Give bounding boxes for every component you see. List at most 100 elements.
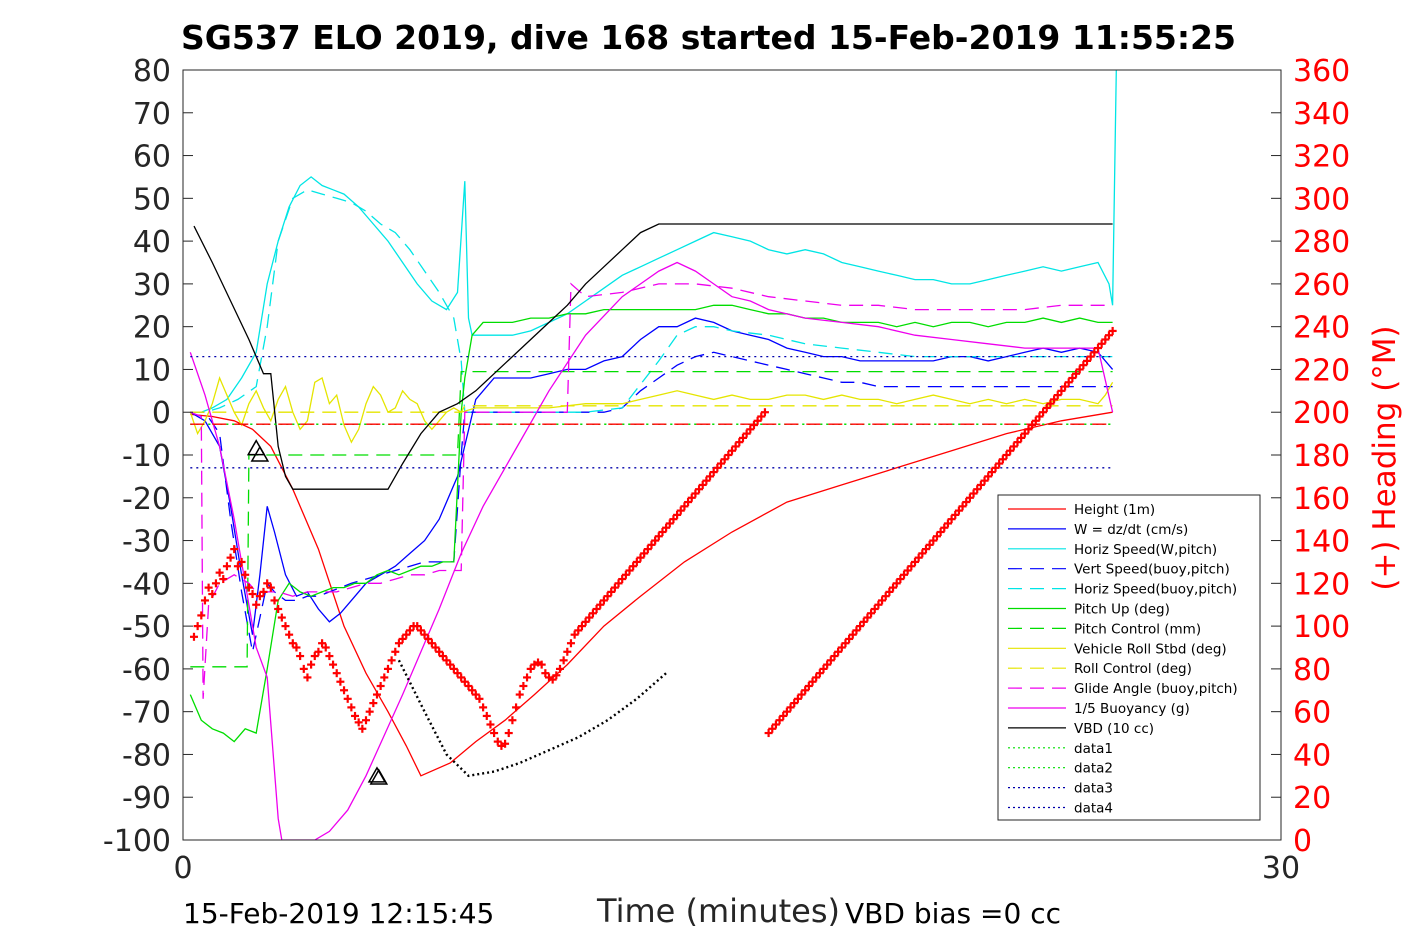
heading-point	[965, 493, 974, 502]
heading-point	[636, 553, 645, 562]
y2-tick-label: 180	[1293, 439, 1350, 474]
y-tick-label: 70	[133, 97, 171, 132]
heading-point	[680, 502, 689, 511]
heading-point	[519, 682, 528, 690]
heading-point	[918, 549, 927, 558]
heading-point	[453, 669, 462, 678]
legend-label: VBD (10 cc)	[1074, 721, 1154, 737]
y-tick-label: -100	[103, 824, 171, 859]
heading-point	[804, 682, 813, 690]
heading-point	[211, 579, 220, 588]
heading-point	[845, 634, 854, 643]
heading-point	[775, 716, 784, 725]
y2-tick-label: 220	[1293, 353, 1350, 388]
y2-tick-label: 20	[1293, 781, 1331, 816]
y-tick-label: 60	[133, 140, 171, 175]
footer-vbd-bias: VBD bias =0 cc	[845, 897, 1061, 930]
heading-point	[665, 519, 674, 528]
heading-point	[779, 711, 788, 720]
heading-point	[757, 412, 766, 421]
y-tick-label: 30	[133, 268, 171, 303]
heading-point	[577, 622, 586, 631]
series-layer	[189, 70, 1117, 840]
heading-point	[508, 716, 517, 725]
heading-point	[808, 677, 817, 686]
heading-point	[676, 506, 685, 515]
heading-point	[742, 429, 751, 438]
heading-point	[852, 626, 861, 635]
heading-point	[237, 557, 246, 566]
heading-point	[943, 519, 952, 528]
triangle-marker	[369, 768, 389, 785]
y2-tick-label: 120	[1293, 567, 1350, 602]
heading-point	[351, 711, 360, 720]
heading-point	[1017, 433, 1026, 442]
heading-point	[420, 630, 429, 639]
heading-point	[1020, 429, 1029, 438]
heading-point	[424, 634, 433, 643]
heading-point	[954, 506, 963, 515]
heading-point	[416, 626, 425, 635]
heading-point	[746, 425, 755, 434]
heading-point	[1104, 331, 1113, 340]
heading-point	[501, 739, 510, 748]
y2-tick-label: 200	[1293, 396, 1350, 431]
series-line-10	[189, 261, 1114, 840]
heading-point	[991, 463, 1000, 472]
heading-point	[596, 600, 605, 609]
heading-point	[555, 664, 564, 673]
heading-point	[431, 643, 440, 652]
heading-point	[259, 587, 268, 596]
heading-point	[241, 570, 250, 579]
heading-point	[369, 699, 378, 708]
heading-point	[1009, 442, 1018, 451]
heading-point	[995, 459, 1004, 468]
heading-point	[479, 703, 488, 712]
heading-point	[662, 523, 671, 532]
heading-point	[413, 622, 422, 631]
legend-label: data4	[1074, 801, 1113, 817]
heading-point	[749, 421, 758, 430]
heading-point	[929, 536, 938, 545]
heading-point	[1075, 365, 1084, 374]
heading-point	[771, 720, 780, 729]
heading-point	[735, 438, 744, 447]
heading-point	[310, 652, 319, 661]
legend-label: Vehicle Roll Stbd (deg)	[1074, 641, 1227, 657]
heading-point	[314, 647, 323, 656]
heading-point	[548, 675, 557, 684]
legend-label: Vert Speed(buoy,pitch)	[1074, 562, 1230, 578]
heading-point	[563, 647, 572, 656]
y-tick-label: -50	[122, 610, 171, 645]
heading-point	[592, 605, 601, 613]
heading-point	[834, 647, 843, 656]
heading-point	[358, 724, 367, 733]
heading-point	[962, 498, 971, 507]
heading-point	[570, 630, 579, 639]
heading-point	[438, 652, 447, 661]
heading-point	[552, 671, 561, 680]
heading-point	[973, 485, 982, 494]
y-tick-label: 50	[133, 182, 171, 217]
heading-point	[490, 729, 499, 738]
heading-point	[263, 579, 272, 588]
y2-tick-label: 240	[1293, 311, 1350, 346]
heading-point	[881, 592, 890, 601]
y2-tick-label: 0	[1293, 824, 1312, 859]
heading-point	[731, 442, 740, 451]
heading-point	[255, 592, 264, 601]
legend-label: data3	[1074, 781, 1113, 797]
heading-point	[640, 549, 649, 558]
heading-point	[581, 617, 590, 626]
x-tick-label: 30	[1262, 851, 1300, 886]
y-tick-label: -70	[122, 696, 171, 731]
series-line-1	[189, 317, 1114, 635]
heading-point	[336, 677, 345, 686]
heading-point	[376, 682, 385, 690]
heading-point	[625, 566, 634, 575]
x-tick-label: 0	[173, 851, 192, 886]
heading-point	[874, 600, 883, 609]
triangle-marker	[250, 445, 270, 462]
heading-point	[932, 532, 941, 541]
